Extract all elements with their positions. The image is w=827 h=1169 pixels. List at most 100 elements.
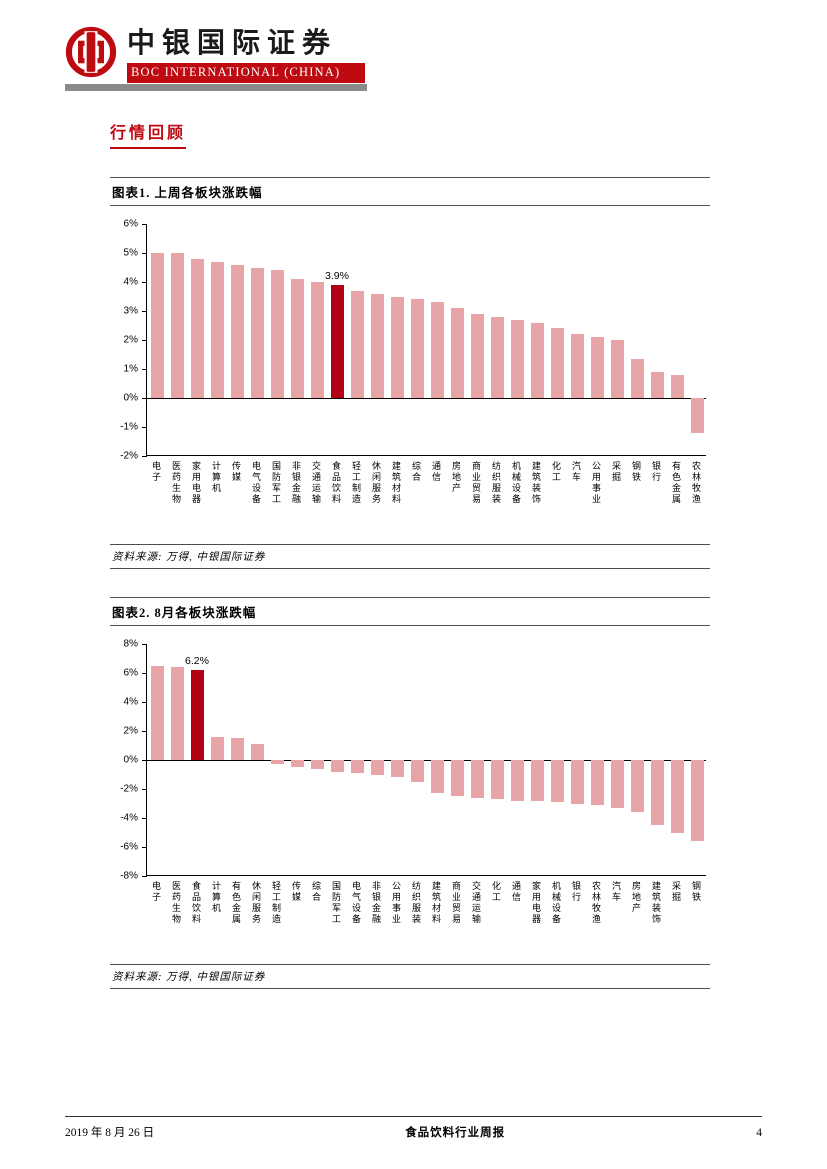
category-label: 传媒 bbox=[291, 881, 301, 903]
footer-page-number: 4 bbox=[756, 1127, 762, 1139]
category-label: 休闲服务 bbox=[371, 461, 381, 505]
company-name-en: BOC INTERNATIONAL (CHINA) bbox=[131, 65, 341, 79]
bar bbox=[670, 760, 684, 833]
bar bbox=[290, 279, 304, 398]
category-label: 交通运输 bbox=[311, 461, 321, 505]
bar bbox=[690, 760, 704, 842]
y-tick-mark bbox=[142, 760, 147, 761]
y-tick-label: 2% bbox=[123, 334, 138, 346]
bar bbox=[150, 253, 164, 398]
bar bbox=[350, 290, 364, 398]
bar bbox=[230, 264, 244, 398]
bar bbox=[410, 760, 424, 782]
bar bbox=[370, 293, 384, 398]
y-tick-label: 8% bbox=[123, 638, 138, 650]
y-tick-label: -2% bbox=[120, 783, 138, 795]
category-label: 汽车 bbox=[611, 881, 621, 903]
y-tick-mark bbox=[142, 224, 147, 225]
y-tick-mark bbox=[142, 427, 147, 428]
bar bbox=[170, 667, 184, 760]
y-tick-mark bbox=[142, 702, 147, 703]
y-tick-label: 4% bbox=[123, 276, 138, 288]
y-tick-label: 3% bbox=[123, 305, 138, 317]
bar bbox=[630, 760, 644, 813]
bar bbox=[530, 760, 544, 801]
bar bbox=[390, 296, 404, 398]
highlighted-bar bbox=[190, 670, 204, 760]
category-label: 电子 bbox=[151, 881, 161, 903]
bar-chart-weekly: 6% 5% 4% 3% 2% 1% 0% -1% -2% 3.9% 电子 医药生物 家用电器 计算机传… bbox=[110, 206, 710, 544]
bar bbox=[670, 374, 684, 398]
highlight-value-label: 3.9% bbox=[325, 269, 349, 282]
category-label: 国防军工 bbox=[331, 881, 341, 925]
category-label: 非银金融 bbox=[291, 461, 301, 505]
bar bbox=[450, 760, 464, 797]
category-label: 计算机 bbox=[211, 881, 221, 914]
bar bbox=[430, 302, 444, 398]
category-label: 电气设备 bbox=[351, 881, 361, 925]
bar bbox=[550, 760, 564, 803]
y-tick-mark bbox=[142, 847, 147, 848]
y-tick-label: -8% bbox=[120, 870, 138, 882]
y-tick-mark bbox=[142, 456, 147, 457]
bar bbox=[270, 760, 284, 765]
category-label: 建筑装饰 bbox=[531, 461, 541, 505]
figure-source: 资料来源: 万得, 中银国际证券 bbox=[110, 964, 710, 989]
category-label: 钢铁 bbox=[631, 461, 641, 483]
company-block: 中银国际证券 BOC INTERNATIONAL (CHINA) bbox=[127, 26, 365, 83]
bar bbox=[350, 760, 364, 774]
bar bbox=[250, 267, 264, 398]
bar bbox=[390, 760, 404, 778]
y-tick-label: -4% bbox=[120, 812, 138, 824]
y-tick-label: -1% bbox=[120, 421, 138, 433]
y-tick-mark bbox=[142, 731, 147, 732]
y-tick-label: 1% bbox=[123, 363, 138, 375]
category-label: 建筑材料 bbox=[391, 461, 401, 505]
footer: 2019 年 8 月 26 日 食品饮料行业周报 4 bbox=[65, 1116, 762, 1140]
y-tick-label: -6% bbox=[120, 841, 138, 853]
category-label: 有色金属 bbox=[671, 461, 681, 505]
bar bbox=[210, 261, 224, 398]
bar bbox=[690, 398, 704, 433]
category-label: 汽车 bbox=[571, 461, 581, 483]
y-tick-mark bbox=[142, 253, 147, 254]
boc-logo-icon bbox=[65, 26, 117, 78]
bar bbox=[170, 253, 184, 398]
category-label: 医药生物 bbox=[171, 461, 181, 505]
category-label: 化工 bbox=[551, 461, 561, 483]
category-label: 银行 bbox=[651, 461, 661, 483]
category-label: 传媒 bbox=[231, 461, 241, 483]
category-label: 公用事业 bbox=[391, 881, 401, 925]
y-tick-mark bbox=[142, 818, 147, 819]
header: 中银国际证券 BOC INTERNATIONAL (CHINA) bbox=[0, 0, 827, 91]
category-label: 食品饮料 bbox=[331, 461, 341, 505]
bar bbox=[610, 340, 624, 398]
category-label: 银行 bbox=[571, 881, 581, 903]
header-row: 中银国际证券 BOC INTERNATIONAL (CHINA) bbox=[65, 26, 762, 83]
bar bbox=[470, 313, 484, 398]
category-label: 电气设备 bbox=[251, 461, 261, 505]
bar bbox=[530, 322, 544, 398]
bar bbox=[510, 319, 524, 398]
y-tick-label: 4% bbox=[123, 696, 138, 708]
category-label: 电子 bbox=[151, 461, 161, 483]
bar bbox=[290, 760, 304, 768]
y-axis: 8% 6% 4% 2% 0% -2% -4% -6% -8% bbox=[110, 639, 146, 882]
plot-area: 6.2% bbox=[142, 644, 706, 877]
category-label: 休闲服务 bbox=[251, 881, 261, 925]
category-label: 轻工制造 bbox=[271, 881, 281, 925]
y-tick-mark bbox=[142, 282, 147, 283]
bar bbox=[250, 744, 264, 760]
bar bbox=[570, 760, 584, 804]
category-label: 通信 bbox=[431, 461, 441, 483]
y-tick-mark bbox=[142, 789, 147, 790]
category-label: 化工 bbox=[491, 881, 501, 903]
y-tick-mark bbox=[142, 398, 147, 399]
y-axis: 6% 5% 4% 3% 2% 1% 0% -1% -2% bbox=[110, 219, 146, 462]
x-axis-category-labels: 电子 医药生物 家用电器 计算机 传媒 电气设备 国防军工 非银金融 交通运输 食品饮料 轻工制造休… bbox=[146, 456, 706, 540]
y-tick-mark bbox=[142, 644, 147, 645]
bar bbox=[310, 760, 324, 769]
figure-title: 图表1. 上周各板块涨跌幅 bbox=[110, 177, 710, 206]
figure-source: 资料来源: 万得, 中银国际证券 bbox=[110, 544, 710, 569]
